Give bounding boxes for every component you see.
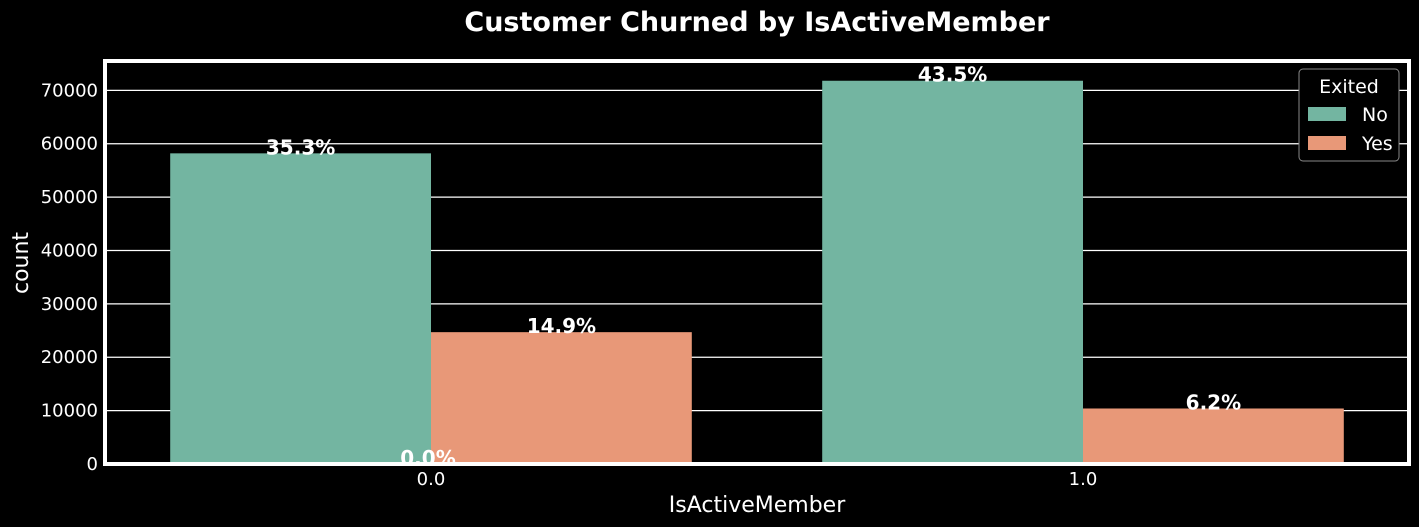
y-tick-label: 10000 (41, 401, 98, 422)
legend-label-yes: Yes (1361, 133, 1393, 155)
bar-labels: 35.3% 14.9% 43.5% 6.2% 0.0% (266, 63, 1241, 470)
chart-title: Customer Churned by IsActiveMember (464, 7, 1050, 38)
legend-label-no: No (1362, 104, 1388, 126)
x-axis-ticks: 0.0 1.0 (417, 469, 1098, 490)
legend-title: Exited (1319, 76, 1379, 98)
y-axis-label: count (9, 232, 34, 294)
bar-no-1-0 (822, 80, 1083, 465)
y-tick-label: 40000 (41, 240, 98, 261)
y-tick-label: 30000 (41, 294, 98, 315)
x-tick-label: 1.0 (1069, 469, 1098, 490)
bars (170, 80, 1344, 465)
y-axis-ticks: 0 10000 20000 30000 40000 50000 60000 70000 (41, 80, 98, 475)
bar-value-label: 14.9% (527, 314, 596, 338)
bar-yes-1-0 (1083, 408, 1344, 464)
bar-value-label: 6.2% (1186, 390, 1241, 414)
bar-no-0-0 (170, 153, 431, 464)
bar-yes-0-0 (431, 332, 692, 464)
bar-value-label: 43.5% (918, 63, 987, 87)
legend: Exited No Yes (1298, 68, 1400, 162)
bar-value-label: 35.3% (266, 135, 335, 159)
plot-frame (103, 59, 1411, 466)
y-tick-label: 20000 (41, 347, 98, 368)
y-tick-label: 0 (87, 454, 98, 475)
y-tick-label: 50000 (41, 187, 98, 208)
bar-value-label: 0.0% (400, 446, 455, 470)
x-axis-label: IsActiveMember (669, 493, 846, 518)
x-tick-label: 0.0 (417, 469, 446, 490)
legend-swatch-no (1308, 107, 1346, 121)
y-tick-label: 60000 (41, 134, 98, 155)
y-tick-label: 70000 (41, 80, 98, 101)
legend-swatch-yes (1308, 136, 1346, 150)
